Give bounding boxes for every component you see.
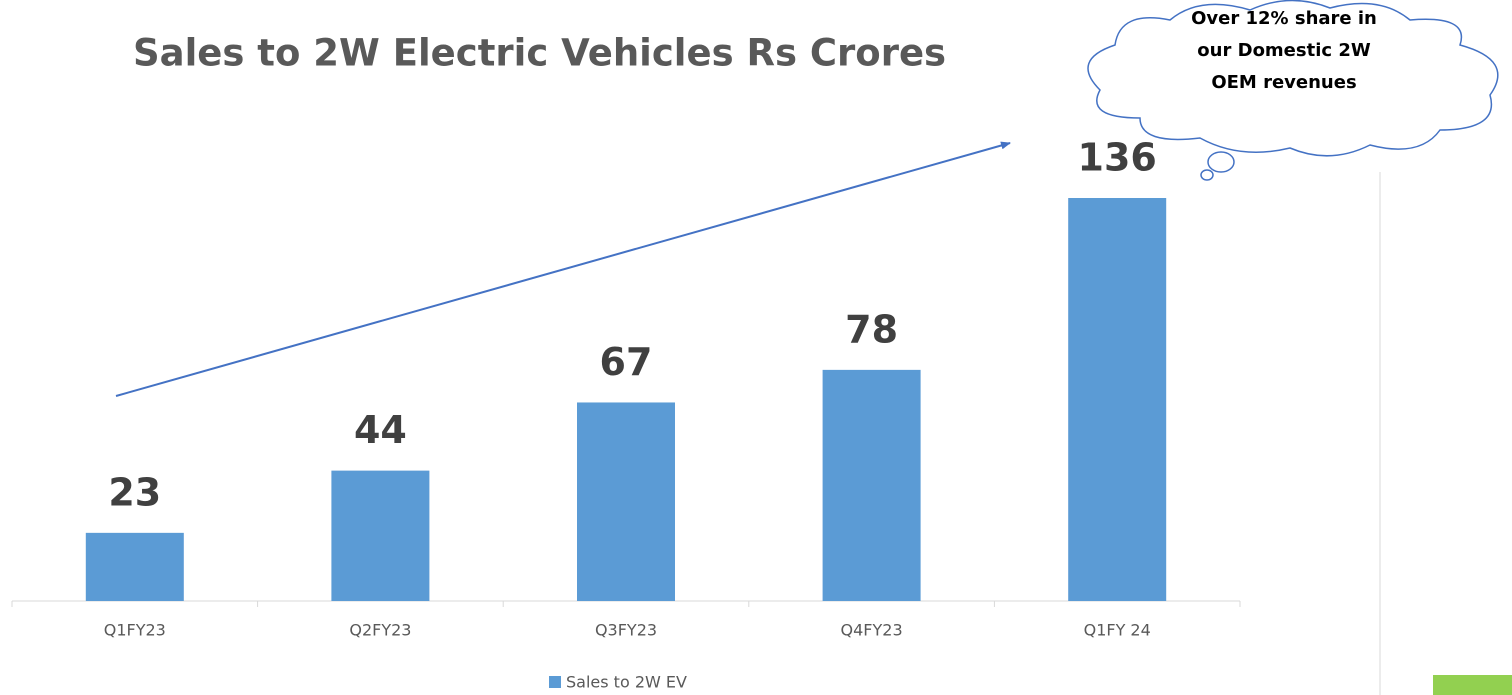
x-tick-label: Q3FY23 — [595, 621, 657, 640]
legend-label: Sales to 2W EV — [566, 673, 687, 692]
value-label: 78 — [845, 307, 898, 351]
value-label: 44 — [354, 408, 407, 452]
bar — [822, 369, 921, 601]
bar — [85, 532, 184, 601]
bar — [577, 402, 675, 601]
bar — [331, 470, 430, 601]
legend-swatch — [549, 676, 561, 688]
callout-text: Over 12% share in — [1191, 8, 1377, 29]
trend-arrow — [115, 141, 1011, 397]
callout-cloud — [1087, 0, 1499, 157]
callout-text: OEM revenues — [1211, 72, 1356, 93]
value-label: 67 — [600, 340, 653, 384]
x-tick-label: Q1FY23 — [104, 621, 166, 640]
bar — [1068, 198, 1167, 601]
decoration — [1433, 675, 1512, 695]
x-tick-label: Q2FY23 — [349, 621, 411, 640]
callout-bubble — [1207, 151, 1235, 173]
x-tick-label: Q4FY23 — [841, 621, 903, 640]
value-label: 23 — [108, 470, 161, 514]
value-label: 136 — [1078, 136, 1157, 180]
callout-text: our Domestic 2W — [1197, 40, 1371, 61]
x-tick-label: Q1FY 24 — [1084, 621, 1151, 640]
callout-bubble — [1200, 169, 1214, 181]
chart-title: Sales to 2W Electric Vehicles Rs Crores — [133, 32, 946, 75]
